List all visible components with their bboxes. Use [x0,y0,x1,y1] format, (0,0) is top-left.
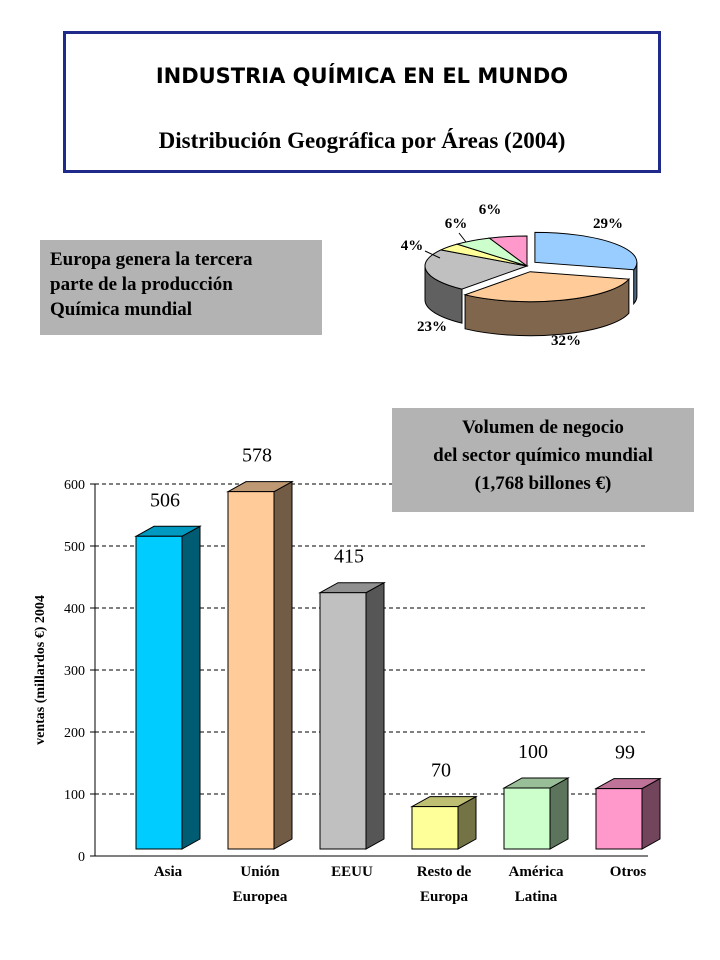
pie-slice-2 [424,249,529,290]
bar-side-2 [365,581,385,850]
category-label-3-0: Resto de [417,864,472,880]
bar-0 [135,535,183,850]
bar-1 [227,491,275,850]
bar-4 [503,787,551,850]
y-axis-label: ventas (millardos €) 2004 [33,595,48,745]
category-label-1-0: Unión [240,864,280,880]
pie-label-3: 4% [401,238,424,254]
bar-3 [411,806,459,850]
page-subtitle: Distribución Geográfica por Áreas (2004) [158,128,566,153]
bar-side-0 [181,525,201,850]
y-tick-label-400: 400 [64,602,85,617]
pie-slice-5 [488,235,528,267]
pie-leader-0 [424,250,441,259]
bar-value-label-1: 578 [242,445,272,467]
bar-side-1 [273,480,293,850]
pie-slice-1 [463,271,630,303]
bar-5 [595,788,643,850]
category-label-1-1: Europea [233,889,288,905]
volume-line-2: del sector químico mundial [433,445,653,466]
bar-value-label-0: 506 [150,489,180,511]
category-label-2-0: EEUU [331,864,373,880]
note-line-1: Europa genera la tercera [50,249,253,270]
pie-label-5: 6% [479,202,502,218]
page-title: INDUSTRIA QUÍMICA EN EL MUNDO [155,64,569,88]
pie-label-0: 29% [593,216,623,232]
pie-label-4: 6% [445,216,468,232]
y-tick-label-0: 0 [78,850,85,865]
category-label-3-1: Europa [420,889,469,905]
y-tick-label-100: 100 [64,788,85,803]
bar-value-label-5: 99 [615,742,635,764]
category-label-5-0: Otros [610,864,647,880]
pie-label-1: 32% [551,333,581,349]
note-line-3: Química mundial [50,299,192,320]
note-line-2: parte de la producción [50,274,233,295]
bar-side-5 [641,777,661,850]
y-tick-label-200: 200 [64,726,85,741]
y-tick-label-500: 500 [64,540,85,555]
volume-line-1: Volumen de negocio [462,417,624,438]
volume-line-3: (1,768 billones €) [474,473,612,494]
category-label-0-0: Asia [154,864,183,880]
bar-2 [319,592,367,850]
pie-leader-1 [458,232,467,243]
category-label-4-0: América [509,864,564,880]
y-tick-label-600: 600 [64,478,85,493]
title-box: INDUSTRIA QUÍMICA EN EL MUNDO Distribuci… [63,31,661,173]
bar-value-label-4: 100 [518,741,548,763]
volume-box: Volumen de negocio del sector químico mu… [392,408,694,512]
y-tick-label-300: 300 [64,664,85,679]
pie-slice-0 [534,231,638,271]
bar-value-label-2: 415 [334,546,364,568]
pie-label-2: 23% [417,319,447,335]
bar-value-label-3: 70 [431,760,451,782]
category-label-4-1: Latina [515,889,558,905]
europe-note-box: Europa genera la tercera parte de la pro… [40,240,322,335]
bar-side-4 [549,777,569,850]
